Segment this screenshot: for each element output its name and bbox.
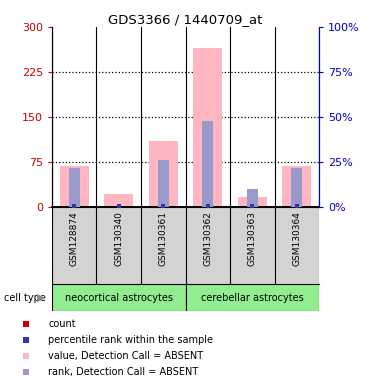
- Bar: [104, 194, 133, 207]
- Bar: [247, 189, 258, 207]
- Text: percentile rank within the sample: percentile rank within the sample: [48, 335, 213, 345]
- Bar: [282, 166, 311, 207]
- Text: GSM128874: GSM128874: [70, 211, 79, 266]
- Title: GDS3366 / 1440709_at: GDS3366 / 1440709_at: [108, 13, 263, 26]
- Text: cerebellar astrocytes: cerebellar astrocytes: [201, 293, 303, 303]
- Bar: [186, 284, 319, 311]
- Text: count: count: [48, 319, 76, 329]
- Bar: [149, 141, 178, 207]
- Text: GSM130361: GSM130361: [159, 211, 168, 266]
- Bar: [60, 166, 89, 207]
- Text: GSM130364: GSM130364: [292, 211, 301, 266]
- Text: rank, Detection Call = ABSENT: rank, Detection Call = ABSENT: [48, 367, 198, 377]
- Text: GSM130340: GSM130340: [114, 211, 123, 266]
- Bar: [69, 168, 80, 207]
- Bar: [193, 48, 222, 207]
- Text: GSM130363: GSM130363: [248, 211, 257, 266]
- Bar: [52, 284, 186, 311]
- Text: neocortical astrocytes: neocortical astrocytes: [65, 293, 173, 303]
- Text: value, Detection Call = ABSENT: value, Detection Call = ABSENT: [48, 351, 203, 361]
- Bar: [158, 161, 169, 207]
- Bar: [202, 121, 213, 207]
- Text: cell type: cell type: [4, 293, 46, 303]
- Bar: [238, 197, 267, 207]
- Bar: [291, 168, 302, 207]
- Text: ▶: ▶: [37, 293, 46, 303]
- Text: GSM130362: GSM130362: [203, 211, 212, 266]
